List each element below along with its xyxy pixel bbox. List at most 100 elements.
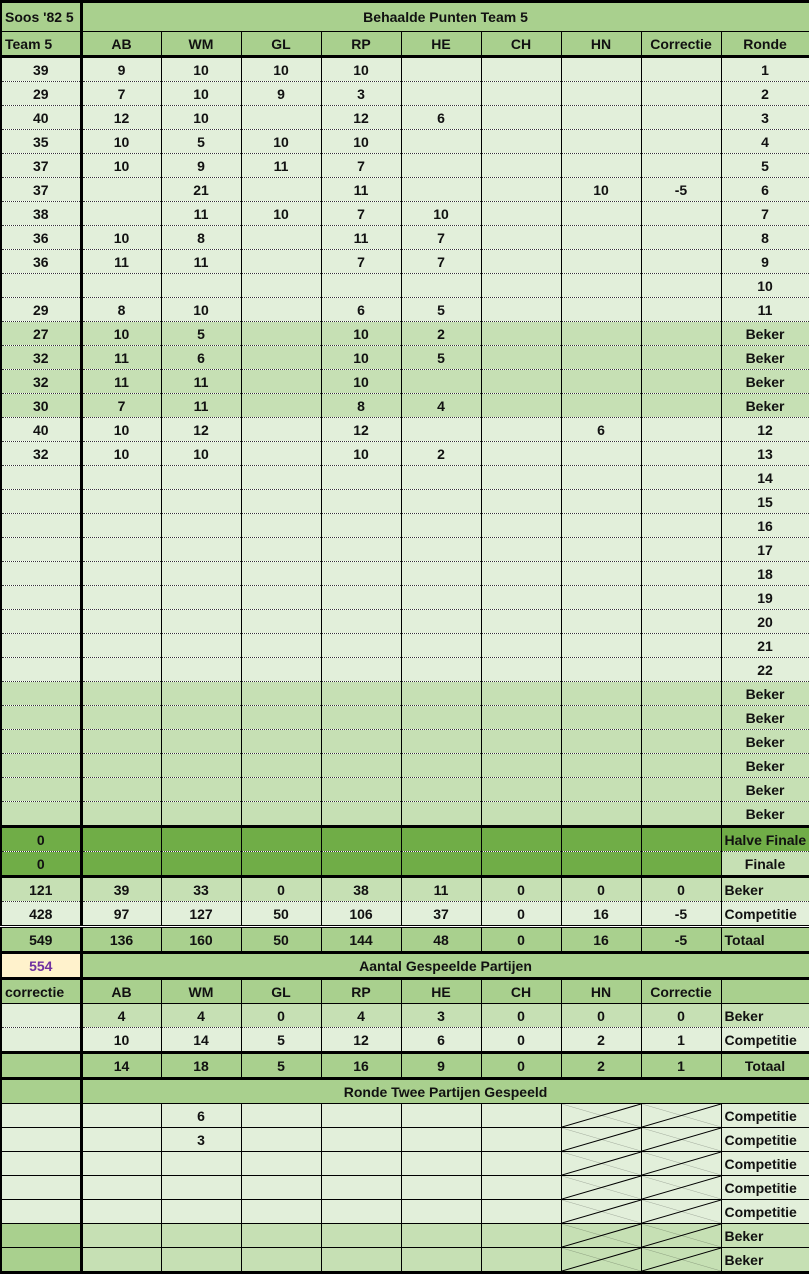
- cell-ab[interactable]: [80, 465, 162, 490]
- cell-team5[interactable]: 0: [0, 851, 83, 878]
- cell-wm[interactable]: 11: [160, 393, 242, 418]
- cell-correctie[interactable]: [640, 609, 722, 634]
- cell-gl[interactable]: [240, 609, 322, 634]
- cell-gl[interactable]: [240, 177, 322, 202]
- cell-rp[interactable]: [320, 705, 402, 730]
- games-cell-ab[interactable]: 14: [80, 1052, 162, 1080]
- cell-ronde[interactable]: Beker: [720, 681, 809, 706]
- cell-hn[interactable]: [560, 441, 642, 466]
- round-two-cell-ab[interactable]: [80, 1151, 162, 1176]
- games-cell-rp[interactable]: 4: [320, 1003, 402, 1028]
- round-two-cell-ab[interactable]: [80, 1127, 162, 1152]
- cell-he[interactable]: [400, 633, 482, 658]
- cell-wm[interactable]: [160, 489, 242, 514]
- cell-wm[interactable]: 127: [160, 901, 242, 927]
- cell-wm[interactable]: [160, 681, 242, 706]
- cell-gl[interactable]: [240, 537, 322, 562]
- cell-rp[interactable]: [320, 657, 402, 682]
- cell-ch[interactable]: [480, 489, 562, 514]
- round-two-cell-ronde[interactable]: Competitie: [720, 1151, 809, 1176]
- cell-gl[interactable]: 0: [240, 876, 322, 902]
- round-two-cell-gl[interactable]: [240, 1175, 322, 1200]
- cell-correctie[interactable]: [640, 633, 722, 658]
- games-cell-team5[interactable]: [0, 1027, 83, 1054]
- cell-rp[interactable]: [320, 465, 402, 490]
- cell-gl[interactable]: [240, 633, 322, 658]
- cell-ronde[interactable]: 10: [720, 273, 809, 298]
- cell-team5[interactable]: 29: [0, 297, 83, 322]
- cell-ab[interactable]: [80, 851, 162, 878]
- cell-ronde[interactable]: Beker: [720, 801, 809, 828]
- cell-gl[interactable]: [240, 826, 322, 852]
- games-cell-he[interactable]: 9: [400, 1052, 482, 1080]
- games-header-ch[interactable]: CH: [480, 978, 562, 1004]
- cell-correctie[interactable]: [640, 249, 722, 274]
- round-two-cell-hn[interactable]: [560, 1127, 642, 1152]
- games-cell-ch[interactable]: 0: [480, 1003, 562, 1028]
- cell-ch[interactable]: [480, 129, 562, 154]
- cell-ch[interactable]: [480, 561, 562, 586]
- cell-team5[interactable]: [0, 585, 83, 610]
- round-two-cell-he[interactable]: [400, 1247, 482, 1274]
- cell-wm[interactable]: [160, 801, 242, 828]
- cell-hn[interactable]: [560, 609, 642, 634]
- cell-gl[interactable]: [240, 465, 322, 490]
- round-two-cell-team5[interactable]: [0, 1103, 83, 1128]
- cell-ronde[interactable]: 12: [720, 417, 809, 442]
- cell-ab[interactable]: 8: [80, 297, 162, 322]
- cell-hn[interactable]: [560, 753, 642, 778]
- games-cell-gl[interactable]: 5: [240, 1027, 322, 1054]
- round-two-cell-gl[interactable]: [240, 1199, 322, 1224]
- round-two-cell-ab[interactable]: [80, 1175, 162, 1200]
- cell-rp[interactable]: 10: [320, 345, 402, 370]
- cell-ab[interactable]: [80, 681, 162, 706]
- cell-ab[interactable]: [80, 801, 162, 828]
- cell-he[interactable]: [400, 81, 482, 106]
- cell-ch[interactable]: [480, 513, 562, 538]
- cell-ronde[interactable]: Beker: [720, 369, 809, 394]
- round-two-cell-ronde[interactable]: Competitie: [720, 1175, 809, 1200]
- cell-hn[interactable]: [560, 657, 642, 682]
- round-two-cell-correctie[interactable]: [640, 1223, 722, 1248]
- cell-hn[interactable]: [560, 105, 642, 130]
- cell-hn[interactable]: [560, 225, 642, 250]
- sheet-title-left[interactable]: Soos '82 5: [0, 0, 83, 32]
- cell-gl[interactable]: [240, 753, 322, 778]
- cell-hn[interactable]: [560, 129, 642, 154]
- cell-ch[interactable]: [480, 273, 562, 298]
- header-gl[interactable]: GL: [240, 31, 322, 58]
- games-cell-team5[interactable]: [0, 1052, 83, 1080]
- cell-gl[interactable]: [240, 249, 322, 274]
- cell-hn[interactable]: [560, 297, 642, 322]
- cell-ronde[interactable]: 22: [720, 657, 809, 682]
- cell-team5[interactable]: [0, 537, 83, 562]
- cell-correctie[interactable]: [640, 417, 722, 442]
- round-two-cell-team5[interactable]: [0, 1151, 83, 1176]
- cell-correctie[interactable]: -5: [640, 926, 722, 954]
- cell-gl[interactable]: 50: [240, 901, 322, 927]
- cell-ab[interactable]: 10: [80, 153, 162, 178]
- cell-team5[interactable]: [0, 465, 83, 490]
- cell-ronde[interactable]: 15: [720, 489, 809, 514]
- cell-wm[interactable]: [160, 465, 242, 490]
- round-two-cell-rp[interactable]: [320, 1127, 402, 1152]
- cell-team5[interactable]: [0, 489, 83, 514]
- cell-ab[interactable]: [80, 633, 162, 658]
- round-two-cell-hn[interactable]: [560, 1103, 642, 1128]
- cell-correctie[interactable]: [640, 585, 722, 610]
- cell-ronde[interactable]: Totaal: [720, 926, 809, 954]
- games-title[interactable]: Aantal Gespeelde Partijen: [80, 952, 809, 980]
- cell-he[interactable]: [400, 609, 482, 634]
- cell-he[interactable]: [400, 489, 482, 514]
- round-two-cell-gl[interactable]: [240, 1127, 322, 1152]
- cell-ch[interactable]: [480, 417, 562, 442]
- cell-rp[interactable]: 10: [320, 369, 402, 394]
- games-cell-ch[interactable]: 0: [480, 1027, 562, 1054]
- cell-wm[interactable]: [160, 851, 242, 878]
- round-two-cell-rp[interactable]: [320, 1223, 402, 1248]
- cell-ab[interactable]: [80, 753, 162, 778]
- cell-ab[interactable]: [80, 561, 162, 586]
- round-two-cell-gl[interactable]: [240, 1151, 322, 1176]
- cell-gl[interactable]: 10: [240, 56, 322, 82]
- cell-he[interactable]: 5: [400, 297, 482, 322]
